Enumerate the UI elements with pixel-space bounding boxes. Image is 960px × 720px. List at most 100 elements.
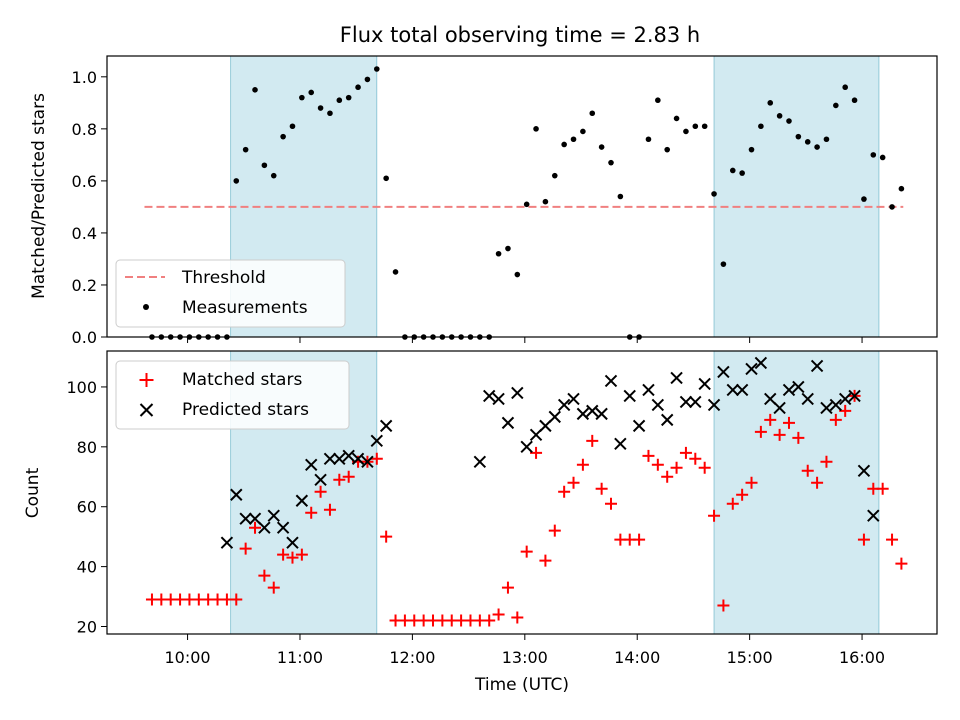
matched-stars-point <box>501 581 514 594</box>
predicted-stars-point <box>361 455 374 469</box>
measurements-legend-label: Measurements <box>182 298 308 318</box>
measurement-point <box>373 66 380 72</box>
predicted-stars-point <box>351 452 365 466</box>
x-tick-label: 12:00 <box>389 648 435 667</box>
matched-stars-point <box>323 503 336 516</box>
top-y-axis-label: Matched/Predicted stars <box>29 93 49 299</box>
measurement-point <box>851 97 858 104</box>
measurement-point <box>720 261 727 267</box>
predicted-stars-point <box>258 521 271 534</box>
threshold-legend-label: Threshold <box>181 268 266 288</box>
predicted-stars-point <box>801 392 814 406</box>
measurement-point <box>270 172 277 179</box>
x-tick-label: 14:00 <box>614 648 660 667</box>
measurement-point <box>767 100 774 106</box>
chart-title: Flux total observing time = 2.83 h <box>340 23 700 47</box>
measurement-point <box>776 113 783 119</box>
predicted-stars-point <box>623 389 636 403</box>
matched-stars-point <box>586 434 599 447</box>
measurement-point <box>345 94 352 101</box>
measurement-point <box>664 146 671 153</box>
measurement-point <box>598 144 605 150</box>
top-y-tick-label: 0.8 <box>72 120 97 139</box>
matched-stars-point <box>876 482 889 495</box>
matched-stars-point <box>689 452 702 465</box>
matched-stars-point <box>239 542 252 555</box>
x-axis-label: Time (UTC) <box>474 675 569 695</box>
matched-stars-point <box>792 431 805 444</box>
matched-stars-point <box>576 458 589 471</box>
predicted-stars-point <box>614 437 627 451</box>
measurement-point <box>655 97 661 104</box>
matched-stars-point <box>492 608 505 621</box>
matched-stars-point <box>736 488 749 501</box>
top-y-axis: 0.0 0.2 0.4 0.6 0.8 1.0 <box>72 68 107 347</box>
matched-stars-point <box>708 509 721 522</box>
measurement-point <box>355 84 361 91</box>
measurement-point <box>505 245 511 252</box>
predicted-stars-point <box>286 536 299 549</box>
matched-stars-point <box>548 524 561 537</box>
bottom-plot-marks <box>145 356 908 627</box>
matched-stars-point <box>820 455 833 468</box>
measurement-point <box>383 175 389 182</box>
top-y-tick-label: 0.4 <box>72 224 97 243</box>
matched-stars-point <box>539 554 552 567</box>
predicted-stars-point <box>689 395 702 409</box>
measurement-point <box>748 146 755 153</box>
top-panel: 0.0 0.2 0.4 0.6 0.8 1.0 Matched/Predicted sta… <box>29 55 938 347</box>
predicted-stars-point <box>379 419 393 433</box>
x-tick-label: 15:00 <box>727 648 773 667</box>
predicted-stars-point <box>267 509 280 522</box>
measurement-point <box>608 159 614 166</box>
predicted-stars-point <box>314 473 327 486</box>
predicted-stars-point <box>726 383 739 397</box>
matched-stars-point <box>839 404 852 417</box>
matched-stars-point <box>801 464 814 477</box>
bottom-y-tick-label: 60 <box>77 498 97 517</box>
predicted-stars-point <box>642 383 655 397</box>
predicted-stars-point <box>333 452 346 466</box>
x-tick-label: 10:00 <box>165 648 211 667</box>
bottom-y-axis-label: Count <box>23 467 43 518</box>
matched-stars-point <box>567 476 580 489</box>
matched-legend-swatch <box>139 373 154 387</box>
predicted-stars-point <box>295 494 309 507</box>
bottom-x-axis: 10:00 11:00 12:00 13:00 14:00 15:00 16:00 <box>165 634 885 667</box>
matched-stars-point <box>773 428 786 441</box>
predicted-stars-point <box>735 383 749 397</box>
x-tick-label: 11:00 <box>277 648 323 667</box>
matched-stars-point <box>726 497 739 510</box>
predicted-stars-point <box>698 377 711 391</box>
predicted-stars-point <box>857 464 871 477</box>
predicted-stars-point <box>492 392 505 406</box>
predicted-stars-point <box>867 509 880 522</box>
matched-stars-point <box>483 614 496 627</box>
measurement-point <box>523 201 530 208</box>
matched-stars-point <box>342 470 355 483</box>
predicted-legend-label: Predicted stars <box>182 400 309 420</box>
matched-stars-point <box>295 548 308 561</box>
matched-legend-label: Matched stars <box>182 370 302 390</box>
matched-stars-point <box>782 416 795 429</box>
matched-stars-point <box>633 533 646 546</box>
predicted-stars-point <box>323 452 337 466</box>
matched-stars-point <box>595 482 608 495</box>
measurement-point <box>673 115 680 122</box>
predicted-stars-point <box>529 428 543 442</box>
predicted-stars-point <box>220 536 234 549</box>
measurement-point <box>514 271 521 278</box>
measurement-point <box>786 118 792 124</box>
measurement-point <box>308 89 315 96</box>
measurement-point <box>327 110 333 117</box>
predicted-stars-point <box>567 392 580 406</box>
predicted-stars-point <box>660 413 674 427</box>
matched-stars-point <box>698 461 711 474</box>
measurement-point <box>551 172 558 179</box>
predicted-stars-point <box>632 419 646 433</box>
measurement-point <box>570 136 577 143</box>
x-tick-label: 13:00 <box>502 648 548 667</box>
predicted-stars-point <box>848 389 861 403</box>
predicted-stars-point <box>276 521 290 534</box>
